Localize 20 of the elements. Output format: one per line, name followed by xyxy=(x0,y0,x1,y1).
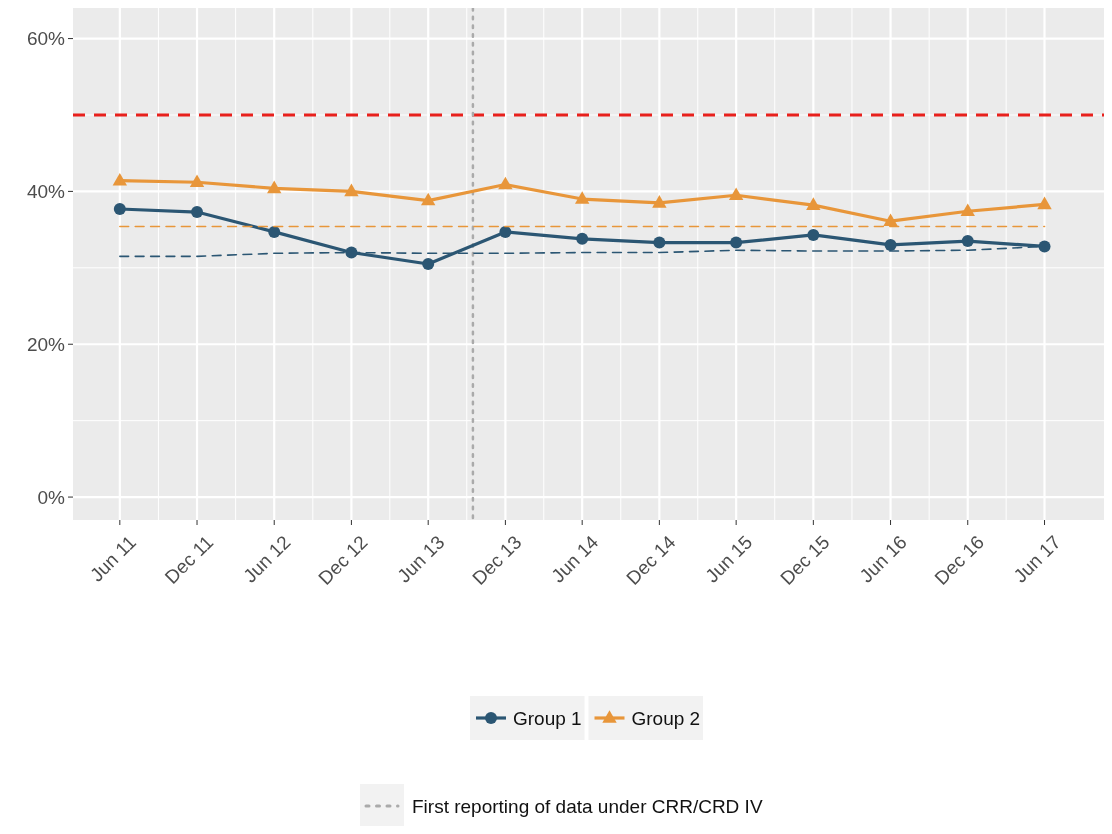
x-tick-label: Dec 12 xyxy=(314,531,372,589)
x-tick-label: Dec 14 xyxy=(622,531,680,589)
legend-label: Group 1 xyxy=(513,707,582,729)
x-tick-label: Jun 16 xyxy=(855,531,911,587)
y-tick-label: 40% xyxy=(26,181,66,203)
y-tick-label: 60% xyxy=(26,28,66,50)
x-tick-label: Dec 11 xyxy=(160,531,218,588)
x-tick-label: Jun 12 xyxy=(239,531,295,587)
x-tick-label: Jun 17 xyxy=(1009,531,1065,587)
x-tick-label: Dec 16 xyxy=(930,531,988,589)
x-tick-label: Dec 15 xyxy=(776,531,834,589)
y-tick-label: 20% xyxy=(26,333,66,355)
y-tick-label: 0% xyxy=(37,486,66,508)
x-tick-label: Jun 14 xyxy=(547,531,603,587)
x-tick-label: Jun 13 xyxy=(393,531,449,587)
x-tick-label: Jun 15 xyxy=(701,531,757,587)
legend-label: First reporting of data under CRR/CRD IV xyxy=(412,795,763,817)
x-tick-label: Jun 11 xyxy=(85,531,141,586)
x-tick-label: Dec 13 xyxy=(468,531,526,589)
legend-label: Group 2 xyxy=(631,707,701,729)
